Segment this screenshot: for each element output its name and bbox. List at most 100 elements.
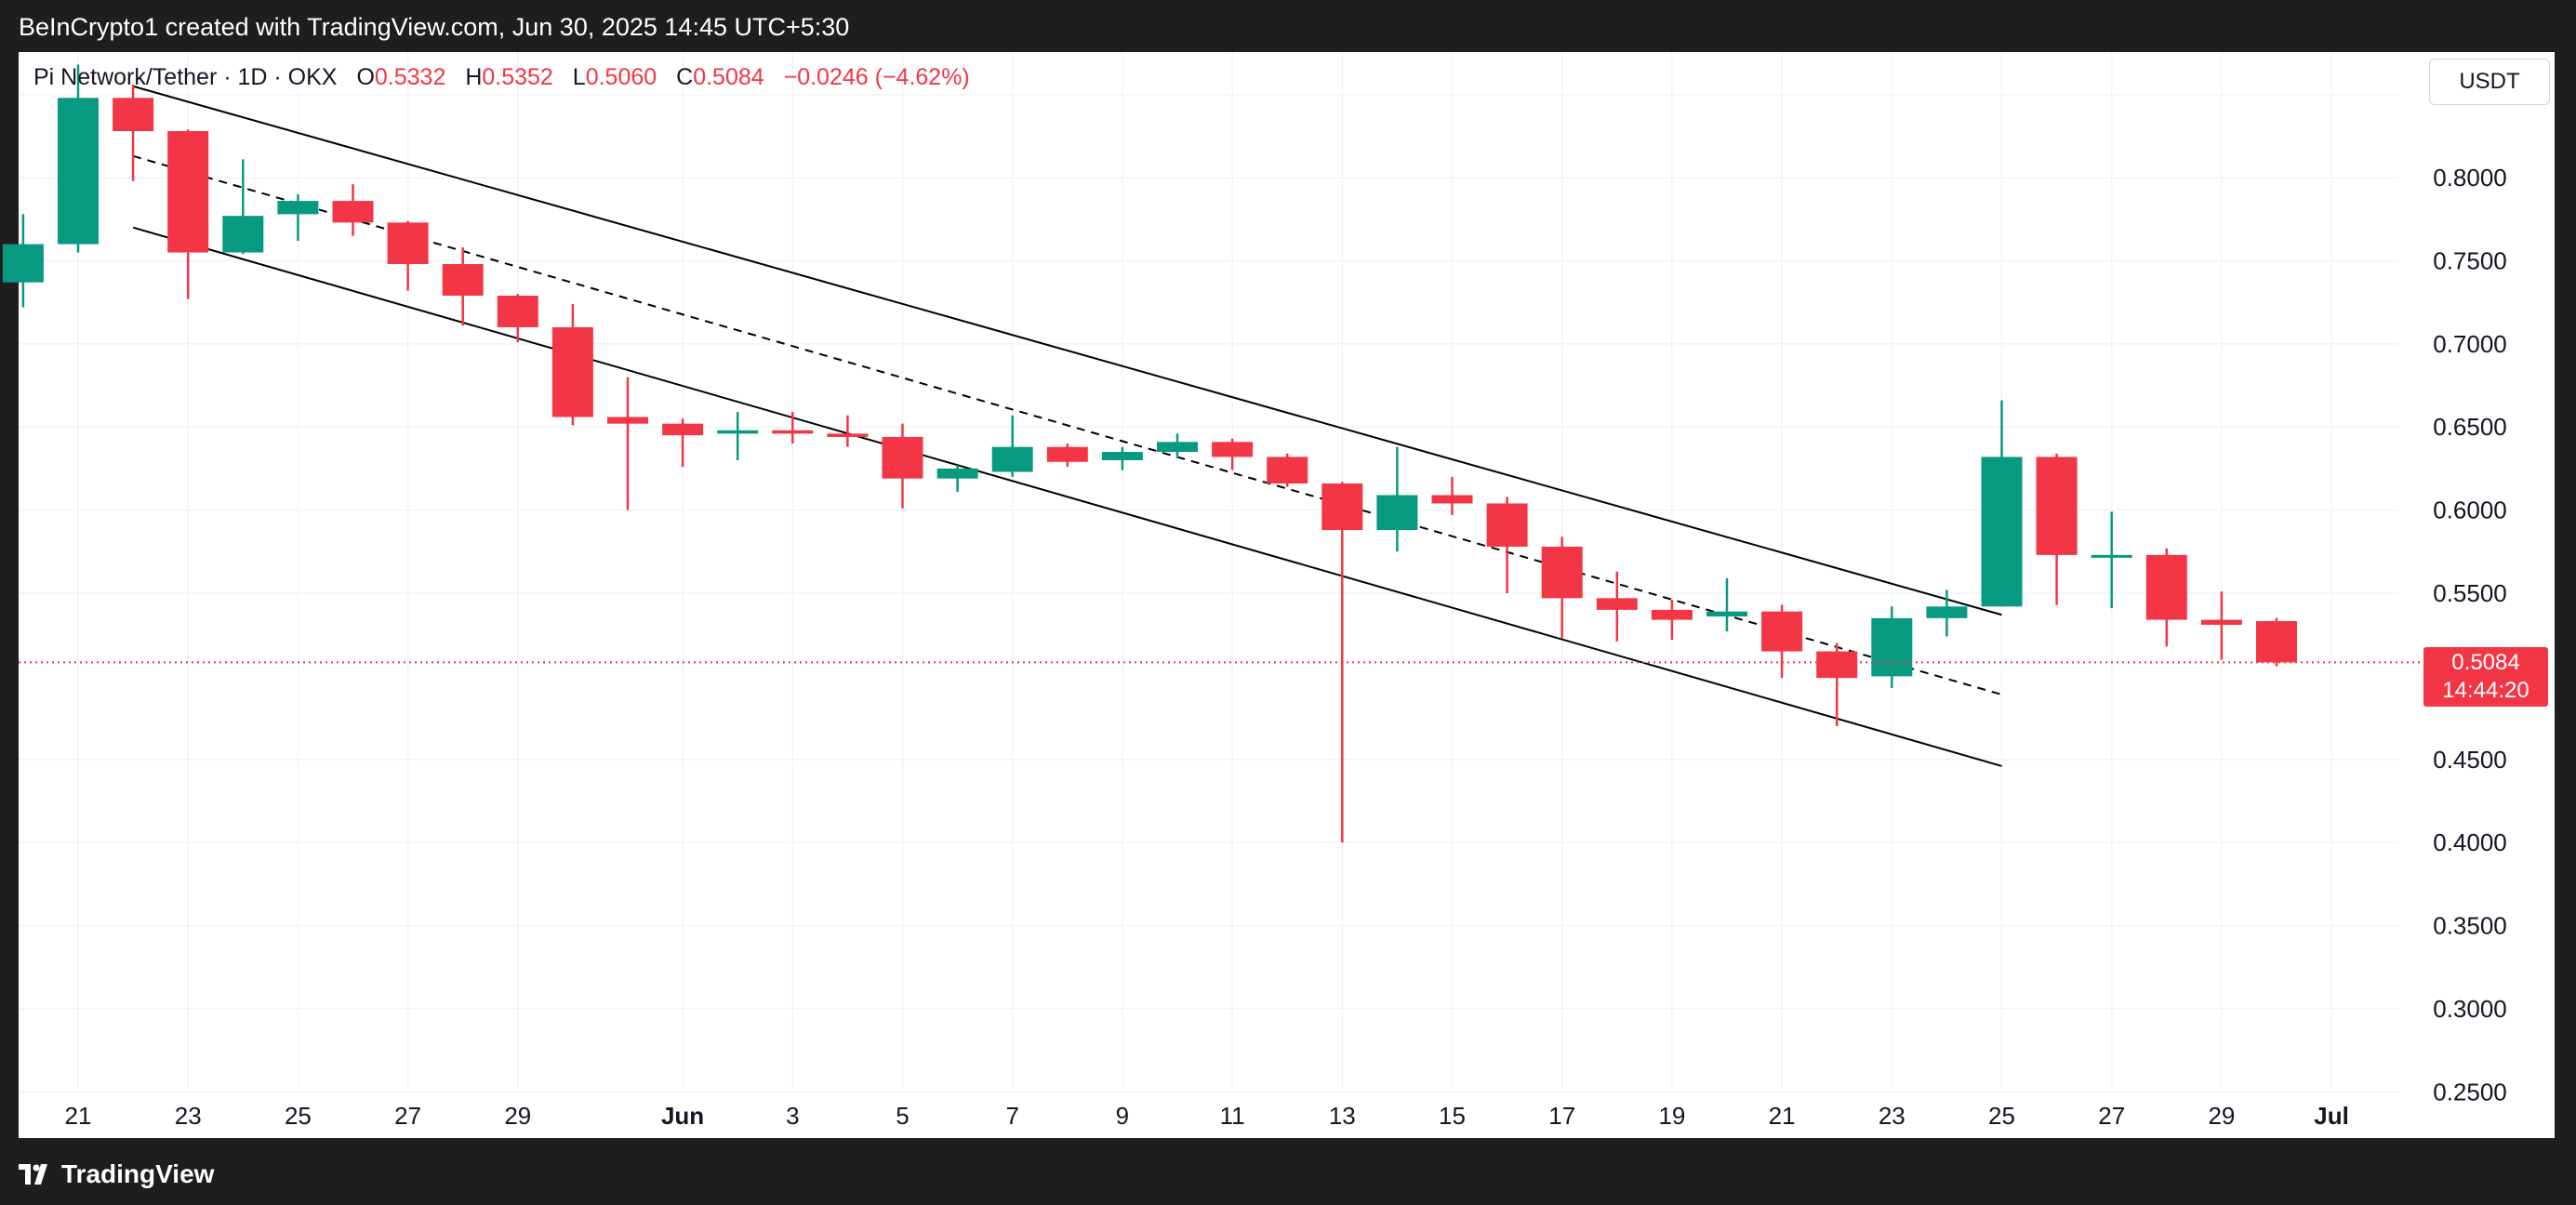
candle-body [222,216,264,253]
chart-panel[interactable] [19,52,2555,1138]
high-value: 0.5352 [482,64,553,90]
candle-body [772,430,814,434]
candle-body [607,417,648,424]
open-value: 0.5332 [374,64,446,90]
x-tick-label: 3 [786,1102,799,1130]
x-tick-label: 27 [2098,1102,2125,1130]
candle-body [1651,609,1693,620]
candle [772,412,814,444]
candle-body [1816,651,1858,679]
last-price-badge: 0.5084 14:44:20 [2423,647,2548,708]
candle [2256,617,2297,667]
y-tick-label: 0.3500 [2433,912,2507,940]
chart-credit: BeInCrypto1 created with TradingView.com… [19,13,850,41]
candle-body [936,468,978,479]
candle [1376,446,1418,552]
candle-body [1212,442,1254,457]
candle [277,193,319,242]
currency-button[interactable]: USDT [2429,59,2550,105]
candle [882,423,923,509]
candle-body [1871,617,1913,677]
candle-body [717,430,759,434]
candle-body [551,326,593,417]
y-tick-label: 0.4500 [2433,746,2507,774]
x-tick-label: 29 [504,1102,531,1130]
x-tick-label: 23 [175,1102,202,1130]
candle [607,377,648,510]
candle [167,129,209,299]
x-tick-label: 25 [285,1102,312,1130]
channel-upper-line [132,85,2002,616]
candle [1212,438,1254,470]
candle [1101,446,1143,470]
low-value: 0.5060 [585,64,657,90]
candle-body [1321,483,1363,531]
candle-body [1596,598,1638,610]
descending-channel [132,85,2002,767]
open-label: O [356,64,375,90]
x-tick-label: 25 [1988,1102,2015,1130]
x-tick-label: 9 [1116,1102,1129,1130]
y-tick-label: 0.8000 [2433,164,2507,192]
x-tick-label: 19 [1658,1102,1685,1130]
candle [1761,604,1803,679]
candle-body [1541,546,1583,599]
candle-body [2091,554,2132,558]
candle [991,415,1033,477]
x-tick-label: 27 [394,1102,421,1130]
high-label: H [465,64,483,90]
x-axis: 21 23 25 27 29 Jun 3 5 7 9 11 13 15 17 19 21 23 25 27 29 Jul [65,1102,2349,1130]
x-tick-label: 7 [1005,1102,1018,1130]
candle [497,294,538,343]
candle-body [1761,611,1803,652]
candle [1541,536,1583,639]
x-tick-label: 13 [1329,1102,1356,1130]
candle [662,418,704,468]
candle-body [1101,452,1143,460]
y-tick-label: 0.7000 [2433,330,2507,358]
candle [1651,600,1693,641]
y-tick-label: 0.5500 [2433,579,2507,607]
candle [2,214,44,308]
candle [1046,444,1088,468]
y-axis: 0.85000.80000.75000.70000.65000.60000.55… [2433,81,2507,1106]
candle-body [827,433,869,437]
candle [1267,453,1308,487]
candle [1871,606,1913,688]
candle-body [1981,457,2023,607]
candle [1981,400,2023,607]
candle-body [113,98,154,132]
countdown-timer: 14:44:20 [2442,678,2530,704]
y-tick-label: 0.3000 [2433,995,2507,1023]
candle-body [58,98,99,245]
candle [387,220,429,291]
candle [222,159,264,255]
candle [58,64,99,253]
channel-lower-line [132,226,2002,767]
candle [717,412,759,460]
candle [551,303,593,426]
x-tick-label: 17 [1548,1102,1575,1130]
candle-body [1706,611,1747,617]
candle-body [277,201,319,215]
candle [442,247,484,326]
candle [1926,589,1968,637]
candle-body [332,201,374,223]
candle [2145,548,2187,647]
candle-body [1046,446,1088,462]
x-tick-label: 11 [1220,1102,1245,1130]
candle-body [387,222,429,265]
candle-body [1267,457,1308,484]
y-tick-label: 0.2500 [2433,1078,2507,1106]
tradingview-logo[interactable]: TradingView [19,1159,214,1189]
candle [1706,577,1747,632]
candle-body [2036,457,2078,555]
tradingview-brand: TradingView [61,1159,215,1188]
channel-mid-dashed-line [132,154,2002,696]
close-value: 0.5084 [693,64,764,90]
candle-body [1157,442,1198,453]
symbol-title[interactable]: Pi Network/Tether · 1D · OKX [33,64,338,90]
y-tick-label: 0.6000 [2433,497,2507,524]
change-value: −0.0246 (−4.62%) [783,64,970,90]
